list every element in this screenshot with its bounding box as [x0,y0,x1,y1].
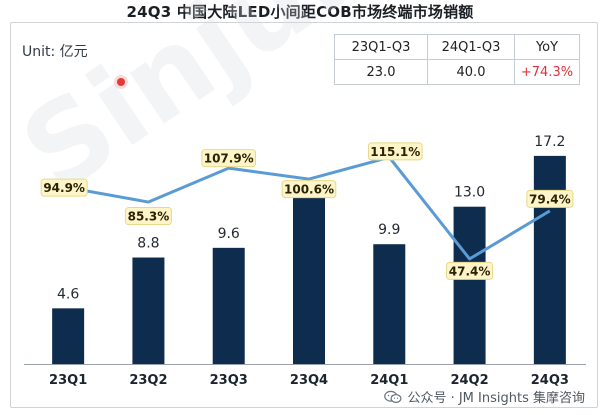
yoy-label-23Q3: 107.9% [204,152,254,166]
bar-23Q3 [212,247,245,364]
bar-value-label-24Q1: 9.9 [378,222,400,238]
bar-value-label-24Q2: 13.0 [454,185,485,201]
bar-23Q1 [52,308,85,364]
x-tick-label-23Q1: 23Q1 [49,373,87,388]
x-tick-label-23Q2: 23Q2 [129,373,167,388]
chart-title: 24Q3 中国大陆LED小间距COB市场终端市场销额 [126,3,474,21]
yoy-label-23Q2: 85.3% [128,210,170,224]
summary-value-yoy: +74.3% [514,59,580,85]
bar-value-label-23Q2: 8.8 [137,236,159,252]
yoy-label-24Q2: 47.4% [449,264,491,278]
summary-header-row: 23Q1-Q3 24Q1-Q3 YoY [334,34,580,60]
bar-24Q2 [453,206,486,364]
x-tick-label-24Q2: 24Q2 [450,373,488,388]
bar-value-label-23Q3: 9.6 [218,226,240,242]
x-tick-label-23Q3: 23Q3 [210,373,248,388]
yoy-label-box-23Q3 [201,149,257,168]
bar-value-label-24Q3: 17.2 [534,134,565,150]
yoy-label-box-24Q1 [367,142,423,161]
summary-value-prev: 23.0 [334,59,428,85]
yoy-label-24Q1: 115.1% [370,145,420,159]
summary-value-curr: 40.0 [427,59,515,85]
yoy-line-layer: 94.9% 85.3% 107.9% 100.6% 115.1% 47.4% 79.4% [40,142,574,280]
unit-label: Unit: 亿元 [22,44,88,60]
yoy-label-24Q3: 79.4% [529,192,571,206]
summary-value-row: 23.0 40.0 +74.3% [334,59,580,85]
footer-credit: 公众号 · JM Insights 集摩咨询 [381,387,588,406]
yoy-label-box-23Q2 [124,207,172,226]
bar-24Q1 [373,244,406,364]
yoy-line [67,155,551,261]
bar-value-label-23Q1: 4.6 [57,286,79,302]
yoy-label-box-23Q4 [281,180,337,199]
x-tick-label-23Q4: 23Q4 [290,373,328,388]
yoy-label-23Q4: 100.6% [284,183,334,197]
bar-24Q3 [533,155,566,364]
x-tick-label-24Q1: 24Q1 [370,373,408,388]
red-dot-marker [117,78,125,86]
x-axis-layer: 23Q1 23Q2 23Q3 23Q4 24Q1 24Q2 24Q3 [24,364,586,388]
summary-header-yoy: YoY [514,34,580,60]
summary-header-prev: 23Q1-Q3 [334,34,428,60]
wechat-icon [384,390,402,403]
yoy-label-23Q1: 94.9% [43,181,85,195]
yoy-label-box-23Q1 [40,178,88,197]
summary-table: 23Q1-Q3 24Q1-Q3 YoY 23.0 40.0 +74.3% [334,34,580,85]
yoy-label-box-24Q3 [526,189,574,208]
bar-23Q4 [293,188,325,364]
x-tick-label-24Q3: 24Q3 [531,373,569,388]
footer-text: 公众号 · JM Insights 集摩咨询 [407,391,585,406]
yoy-label-box-24Q2 [446,261,494,280]
bar-23Q2 [132,257,165,364]
